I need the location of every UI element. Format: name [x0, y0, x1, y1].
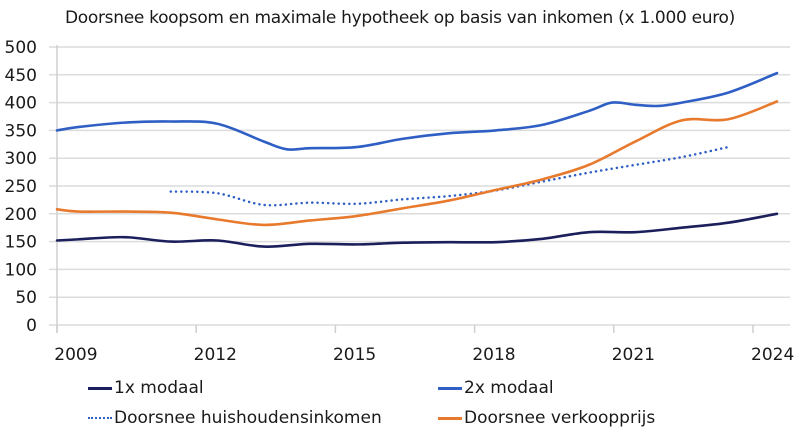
legend-item-huishoudensinkomen: Doorsnee huishoudensinkomen [88, 408, 382, 428]
axes [56, 45, 754, 333]
x-tick-label: 2009 [54, 345, 97, 365]
series-line-doorsnee-verkoopprijs [55, 100, 779, 227]
y-tick-label: 250 [5, 177, 37, 197]
y-tick-label: 450 [5, 66, 37, 86]
series-line-2x-modaal [55, 71, 779, 151]
y-tick-label: 0 [26, 316, 37, 336]
legend-item-2x-modaal: 2x modaal [438, 378, 554, 398]
y-tick-label: 200 [5, 205, 37, 225]
series-line-doorsnee-huishoudensinkomen [169, 145, 730, 207]
x-tick-label: 2015 [333, 345, 376, 365]
y-tick-label: 50 [15, 288, 37, 308]
legend-label: Doorsnee verkoopprijs [464, 408, 656, 428]
series-line-1x-modaal [55, 212, 779, 248]
legend-label: Doorsnee huishoudensinkomen [114, 408, 382, 428]
chart-title: Doorsnee koopsom en maximale hypotheek o… [65, 8, 735, 28]
legend-label: 2x modaal [464, 378, 554, 398]
legend-item-verkoopprijs: Doorsnee verkoopprijs [438, 408, 655, 428]
y-tick-label: 400 [5, 94, 37, 114]
gridlines [49, 46, 790, 326]
legend-label: 1x modaal [114, 378, 204, 398]
legend-swatch-verkoopprijs [438, 416, 462, 420]
y-tick-label: 100 [5, 260, 37, 280]
x-tick-label: 2018 [472, 345, 515, 365]
y-tick-label: 300 [5, 149, 37, 169]
legend-swatch-2x-modaal [438, 386, 462, 390]
legend-swatch-huishoudensinkomen [88, 417, 112, 419]
y-tick-label: 150 [5, 233, 37, 253]
x-tick-label: 2012 [194, 345, 237, 365]
y-tick-label: 500 [5, 38, 37, 58]
legend-swatch-1x-modaal [88, 386, 112, 390]
y-axis-tick-labels: 0 50 100 150 200 250 300 350 400 450 500 [5, 38, 37, 336]
x-tick-label: 2021 [612, 345, 655, 365]
series-lines [55, 71, 779, 248]
x-axis-tick-labels: 2009 2012 2015 2018 2021 2024 [54, 345, 794, 365]
y-tick-label: 350 [5, 121, 37, 141]
legend-item-1x-modaal: 1x modaal [88, 378, 204, 398]
x-tick-label: 2024 [751, 345, 794, 365]
